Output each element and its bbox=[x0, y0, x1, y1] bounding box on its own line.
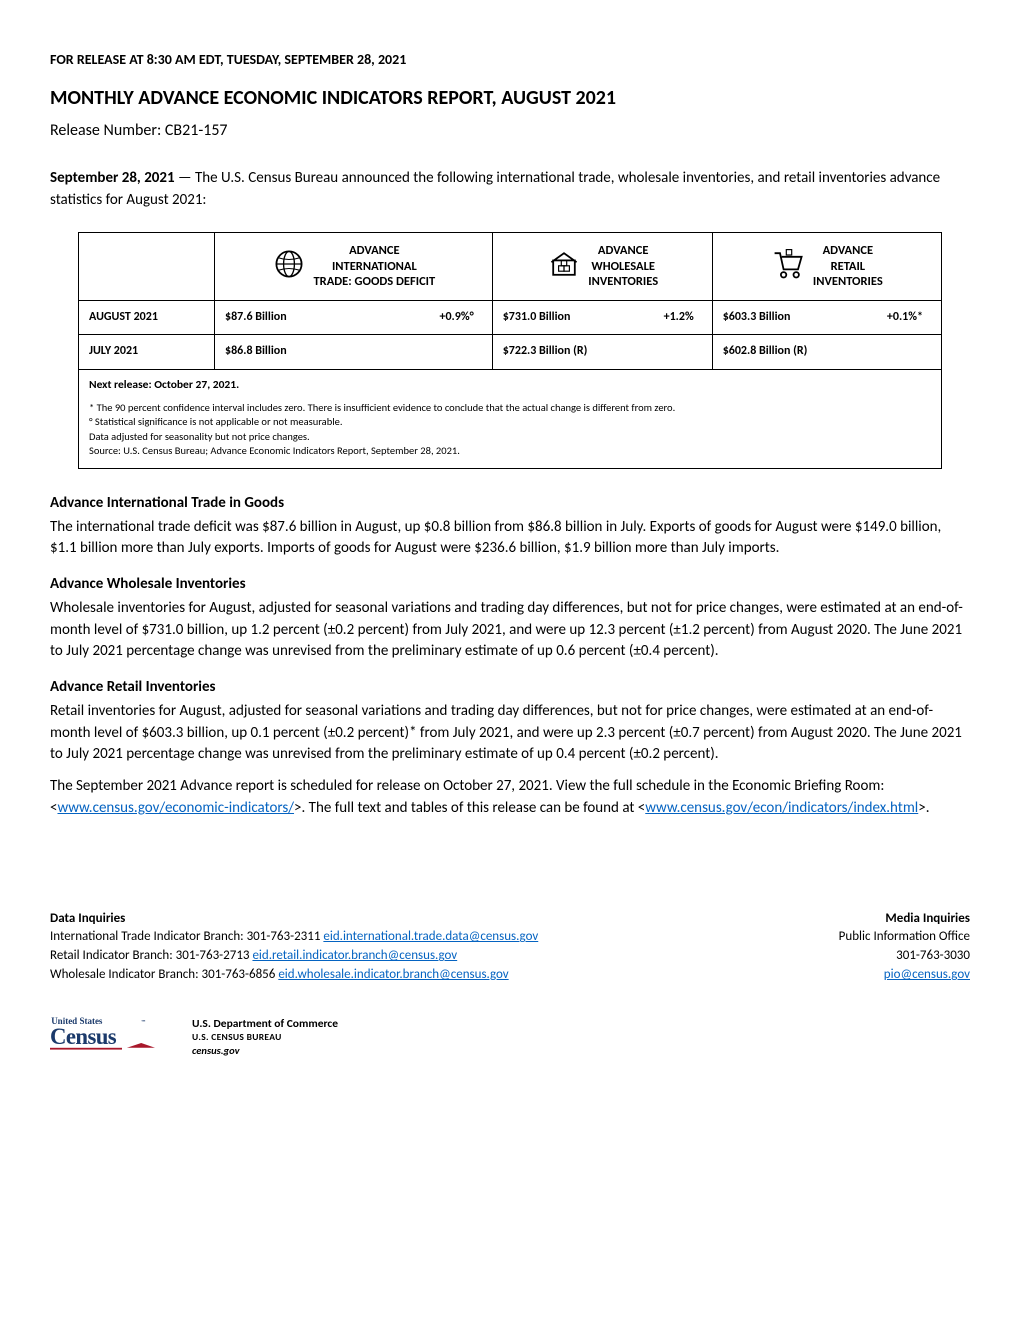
media-line-2: 301-763-3030 bbox=[839, 947, 970, 966]
release-tag: FOR RELEASE AT 8:30 AM EDT, TUESDAY, SEP… bbox=[50, 50, 970, 70]
contact-line-1: Retail Indicator Branch: 301-763-2713 ei… bbox=[50, 947, 538, 966]
schedule-link-2[interactable]: www.census.gov/econ/indicators/index.htm… bbox=[645, 799, 918, 817]
intro-text: — The U.S. Census Bureau announced the f… bbox=[50, 169, 940, 209]
col2-l2: RETAIL bbox=[831, 259, 866, 274]
r0c1-chg: +1.2% bbox=[664, 309, 702, 326]
row1-label: JULY 2021 bbox=[79, 335, 215, 369]
table-row: JULY 2021 $86.8 Billion $722.3 Billion (… bbox=[79, 335, 941, 369]
release-number: Release Number: CB21-157 bbox=[50, 119, 970, 142]
contact-email-2[interactable]: eid.wholesale.indicator.branch@census.go… bbox=[278, 967, 508, 982]
census-logo-icon: United States Census ™ bbox=[50, 1013, 170, 1061]
footnote-2: ° Statistical significance is not applic… bbox=[89, 415, 931, 429]
col1-l2: WHOLESALE bbox=[591, 259, 655, 274]
logo-line-2: U.S. CENSUS BUREAU bbox=[192, 1032, 338, 1044]
logo-row: United States Census ™ U.S. Department o… bbox=[50, 1013, 970, 1061]
summary-col-trade: ADVANCE INTERNATIONAL TRADE: GOODS DEFIC… bbox=[215, 233, 493, 300]
next-release: Next release: October 27, 2021. bbox=[89, 378, 931, 394]
col0-l3: TRADE: GOODS DEFICIT bbox=[313, 274, 435, 289]
media-email[interactable]: pio@census.gov bbox=[884, 967, 970, 982]
r0c2-chg: +0.1%* bbox=[887, 309, 931, 326]
r0c0-chg: +0.9%° bbox=[440, 309, 482, 326]
section-heading-retail: Advance Retail Inventories bbox=[50, 677, 970, 699]
media-inquiries-heading: Media Inquiries bbox=[839, 910, 970, 929]
contacts-row: Data Inquiries International Trade Indic… bbox=[50, 910, 970, 985]
section-heading-trade: Advance International Trade in Goods bbox=[50, 493, 970, 515]
page-title: MONTHLY ADVANCE ECONOMIC INDICATORS REPO… bbox=[50, 84, 970, 113]
logo-line-3: census.gov bbox=[192, 1044, 338, 1057]
col2-l3: INVENTORIES bbox=[813, 274, 883, 289]
sched-p2: >. The full text and tables of this rele… bbox=[294, 799, 645, 817]
row0-label: AUGUST 2021 bbox=[79, 300, 215, 334]
cart-icon bbox=[771, 246, 807, 287]
footnote-4: Source: U.S. Census Bureau; Advance Econ… bbox=[89, 444, 931, 458]
r0c1-val: $731.0 Billion bbox=[503, 309, 571, 326]
contact-line-0: International Trade Indicator Branch: 30… bbox=[50, 928, 538, 947]
r1c0-val: $86.8 Billion bbox=[225, 343, 287, 360]
footnote-1: * The 90 percent confidence interval inc… bbox=[89, 401, 931, 415]
svg-text:Census: Census bbox=[50, 1024, 117, 1049]
section-body-wholesale: Wholesale inventories for August, adjust… bbox=[50, 598, 970, 663]
schedule-link-1[interactable]: www.census.gov/economic-indicators/ bbox=[57, 799, 294, 817]
col1-l1: ADVANCE bbox=[598, 243, 649, 258]
contact-email-0[interactable]: eid.international.trade.data@census.gov bbox=[323, 929, 538, 944]
globe-icon bbox=[271, 246, 307, 287]
summary-col-wholesale: ADVANCE WHOLESALE INVENTORIES bbox=[492, 233, 712, 300]
r1c2-val: $602.8 Billion (R) bbox=[723, 343, 808, 360]
r0c2-val: $603.3 Billion bbox=[723, 309, 791, 326]
intro-paragraph: September 28, 2021 — The U.S. Census Bur… bbox=[50, 168, 970, 212]
schedule-paragraph: The September 2021 Advance report is sch… bbox=[50, 776, 970, 820]
warehouse-icon bbox=[546, 246, 582, 287]
col0-l1: ADVANCE bbox=[349, 243, 400, 258]
section-body-retail: Retail inventories for August, adjusted … bbox=[50, 701, 970, 766]
col2-l1: ADVANCE bbox=[823, 243, 874, 258]
footnote-3: Data adjusted for seasonality but not pr… bbox=[89, 430, 931, 444]
col0-l2: INTERNATIONAL bbox=[332, 259, 417, 274]
media-line-1: Public Information Office bbox=[839, 928, 970, 947]
logo-line-1: U.S. Department of Commerce bbox=[192, 1017, 338, 1031]
summary-table: ADVANCE INTERNATIONAL TRADE: GOODS DEFIC… bbox=[78, 232, 942, 469]
r0c0-val: $87.6 Billion bbox=[225, 309, 287, 326]
svg-text:™: ™ bbox=[141, 1018, 145, 1026]
r1c1-val: $722.3 Billion (R) bbox=[503, 343, 588, 360]
section-heading-wholesale: Advance Wholesale Inventories bbox=[50, 574, 970, 596]
summary-footnotes: Next release: October 27, 2021. * The 90… bbox=[79, 370, 941, 468]
data-inquiries-heading: Data Inquiries bbox=[50, 910, 538, 929]
logo-text: U.S. Department of Commerce U.S. CENSUS … bbox=[192, 1017, 338, 1056]
summary-corner-empty bbox=[79, 233, 215, 300]
intro-date: September 28, 2021 bbox=[50, 169, 175, 187]
data-inquiries: Data Inquiries International Trade Indic… bbox=[50, 910, 538, 985]
summary-col-retail: ADVANCE RETAIL INVENTORIES bbox=[712, 233, 941, 300]
contact-line-2: Wholesale Indicator Branch: 301-763-6856… bbox=[50, 966, 538, 985]
section-body-trade: The international trade deficit was $87.… bbox=[50, 517, 970, 561]
contact-email-1[interactable]: eid.retail.indicator.branch@census.gov bbox=[252, 948, 457, 963]
table-row: AUGUST 2021 $87.6 Billion +0.9%° $731.0 B… bbox=[79, 300, 941, 334]
col1-l3: INVENTORIES bbox=[588, 274, 658, 289]
media-inquiries: Media Inquiries Public Information Offic… bbox=[839, 910, 970, 985]
sched-p3: >. bbox=[918, 799, 929, 817]
